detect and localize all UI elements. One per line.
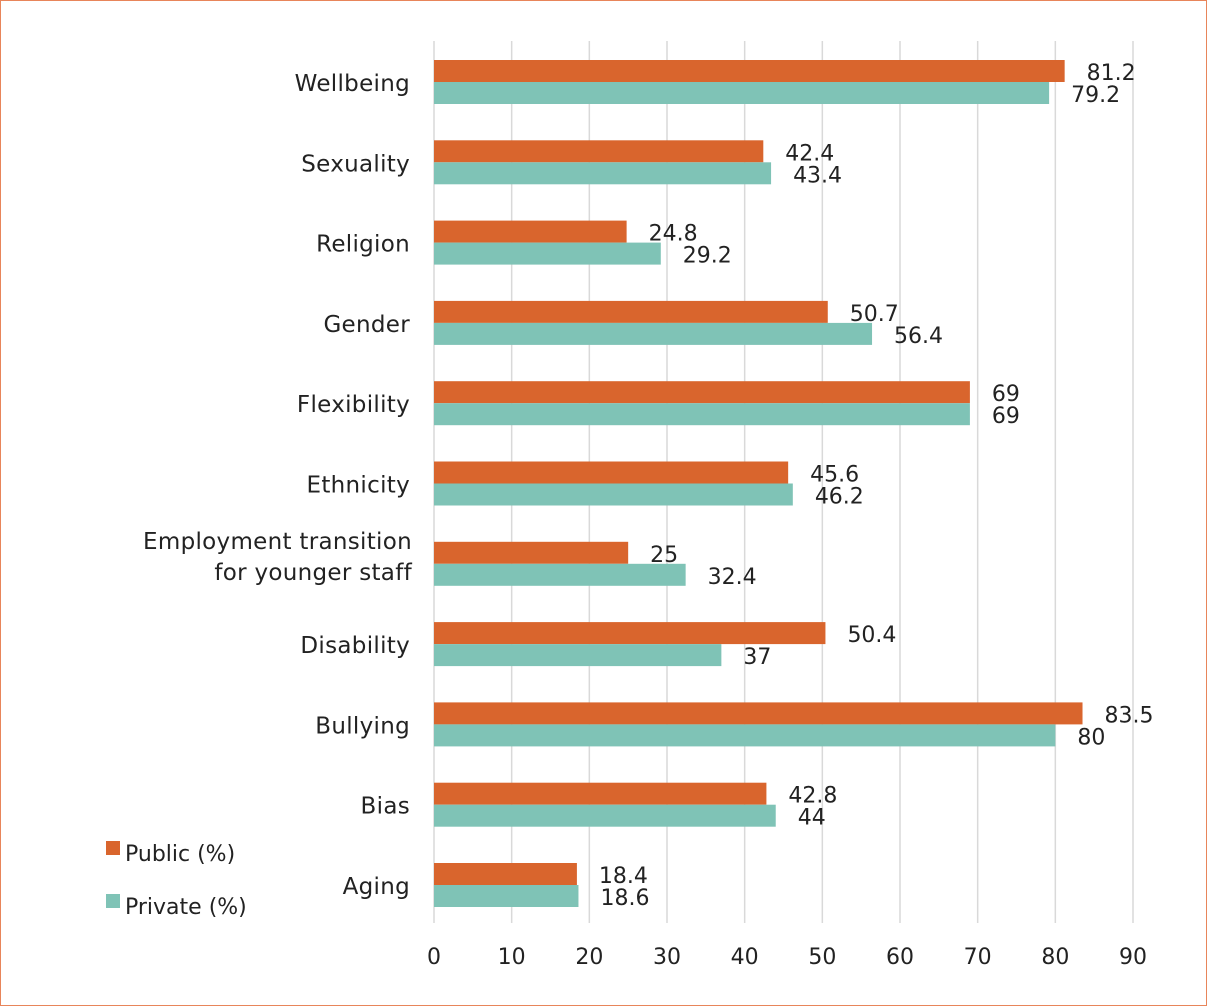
data-label: 46.2 (815, 485, 864, 510)
legend-swatch (106, 894, 120, 908)
category-label: Gender (323, 312, 410, 338)
bar-private (434, 724, 1056, 747)
x-tick-label: 50 (808, 945, 836, 970)
data-label: 79.2 (1071, 83, 1120, 108)
legend-swatch (106, 841, 120, 855)
x-tick-label: 80 (1041, 945, 1069, 970)
bar-public (434, 863, 577, 885)
bar-private (434, 162, 772, 185)
category-label: for younger staff (214, 560, 412, 586)
data-label: 81.2 (1087, 61, 1136, 86)
bar-private (434, 885, 579, 907)
data-label: 24.8 (649, 222, 698, 247)
category-label: Bullying (315, 713, 410, 739)
bar-private (434, 82, 1050, 104)
data-label: 25 (650, 543, 678, 568)
bar-public (434, 782, 767, 805)
data-label: 83.5 (1105, 703, 1154, 728)
data-label: 69 (992, 382, 1020, 407)
x-axis-ticks: 0 10 20 30 40 50 60 70 80 90 (427, 945, 1147, 970)
category-label: Disability (300, 633, 410, 659)
category-label: Employment transition (143, 529, 412, 555)
bar-private (434, 242, 661, 265)
data-label: 44 (798, 806, 826, 831)
x-tick-label: 90 (1119, 945, 1147, 970)
data-label: 43.4 (793, 163, 842, 188)
data-label: 69 (992, 404, 1020, 429)
bar-public (434, 140, 764, 163)
bar-private (434, 403, 970, 426)
data-label: 45.6 (810, 463, 859, 488)
legend: Public (%) Private (%) (106, 841, 247, 920)
data-label: 42.8 (788, 784, 837, 809)
category-label: Sexuality (301, 151, 410, 177)
data-label: 37 (743, 645, 771, 670)
x-tick-label: 20 (575, 945, 603, 970)
category-label: Aging (343, 874, 410, 900)
data-label: 56.4 (894, 324, 943, 349)
x-tick-label: 60 (886, 945, 914, 970)
data-label: 50.7 (850, 302, 899, 327)
data-label: 18.6 (600, 886, 649, 911)
x-tick-label: 40 (731, 945, 759, 970)
bar-public (434, 220, 627, 243)
bar-private (434, 483, 793, 506)
category-label: Flexibility (297, 392, 410, 418)
category-label: Ethnicity (307, 473, 410, 499)
data-label: 42.4 (785, 141, 834, 166)
bar-public (434, 702, 1083, 725)
legend-label: Public (%) (125, 842, 235, 867)
bar-private (434, 804, 776, 827)
data-label: 80 (1077, 725, 1105, 750)
bar-public (434, 300, 828, 323)
bar-public (434, 461, 789, 484)
x-tick-label: 10 (498, 945, 526, 970)
bar-private (434, 644, 722, 667)
category-label: Religion (316, 232, 410, 258)
bar-private (434, 322, 873, 345)
bar-public (434, 622, 826, 645)
bar-public (434, 60, 1065, 82)
data-label: 29.2 (683, 244, 732, 269)
label-layer: Wellbeing 81.279.2 Sexuality 42.443.4 Religi… (143, 61, 1153, 911)
bar-private (434, 563, 686, 586)
bar-public (434, 541, 629, 564)
bar-public (434, 381, 970, 404)
bar-layer (434, 60, 1083, 907)
legend-label: Private (%) (125, 895, 247, 920)
data-label: 50.4 (847, 623, 896, 648)
data-label: 18.4 (599, 864, 648, 889)
x-tick-label: 30 (653, 945, 681, 970)
x-tick-label: 70 (964, 945, 992, 970)
x-tick-label: 0 (427, 945, 441, 970)
category-label: Wellbeing (295, 71, 410, 97)
category-label: Bias (361, 794, 410, 820)
data-label: 32.4 (708, 565, 757, 590)
